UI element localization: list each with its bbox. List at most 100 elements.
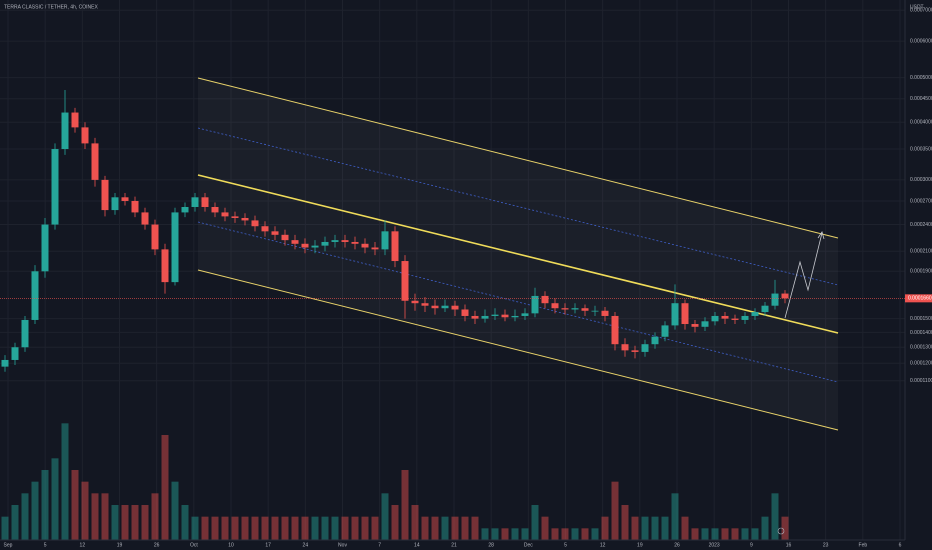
candle-body — [21, 319, 29, 348]
y-tick-label: 0.0005000 — [910, 75, 932, 81]
y-tick-label: 0.0001400 — [910, 330, 932, 336]
y-tick-label: 0.0006000 — [910, 38, 932, 44]
volume-bar — [241, 516, 249, 540]
candle-body — [461, 309, 469, 316]
candle-body — [671, 303, 679, 326]
candle-body — [651, 336, 659, 345]
candle-body — [301, 243, 309, 248]
volume-bar — [391, 505, 399, 540]
volume-bar — [21, 493, 29, 540]
x-tick-label: 7 — [378, 542, 381, 548]
x-tick-label: Feb — [859, 542, 868, 548]
candle-body — [731, 318, 739, 320]
volume-bar — [91, 493, 99, 540]
volume-bar — [151, 493, 159, 540]
events-icon[interactable] — [777, 527, 785, 535]
candle-body — [211, 206, 219, 213]
volume-bar — [741, 528, 749, 540]
candle-body — [541, 295, 549, 304]
volume-bar — [321, 516, 329, 540]
volume-bar — [61, 423, 69, 540]
y-tick-label: 0.0002700 — [910, 198, 932, 204]
candle-body — [201, 197, 209, 207]
candle-body — [641, 344, 649, 352]
volume-bar — [371, 516, 379, 540]
volume-bar — [51, 458, 59, 540]
x-tick-label: 9 — [750, 542, 753, 548]
volume-bar — [41, 470, 49, 540]
volume-bar — [621, 505, 629, 540]
candle-body — [191, 197, 199, 207]
volume-bar — [401, 470, 409, 540]
candle-body — [81, 127, 89, 144]
candle-body — [51, 149, 59, 225]
candle-body — [381, 231, 389, 250]
candle-body — [11, 347, 19, 360]
candle-body — [761, 305, 769, 313]
candle-body — [531, 295, 539, 314]
candle-body — [291, 240, 299, 244]
volume-bar — [491, 528, 499, 540]
candle-body — [141, 212, 149, 225]
volume-bar — [161, 435, 169, 540]
candle-body — [1, 359, 9, 367]
candle-body — [221, 212, 229, 217]
volume-bar — [281, 516, 289, 540]
volume-bar — [351, 516, 359, 540]
volume-bar — [471, 516, 479, 540]
candle-body — [501, 314, 509, 318]
candle-body — [571, 308, 579, 310]
volume-bar — [731, 528, 739, 540]
candle-body — [341, 240, 349, 242]
volume-bar — [11, 505, 19, 540]
y-tick-label: 0.0002100 — [910, 249, 932, 255]
candle-body — [471, 315, 479, 319]
volume-bar — [581, 528, 589, 540]
x-tick-label: Nov — [338, 542, 347, 548]
volume-bar — [761, 516, 769, 540]
volume-bar — [311, 516, 319, 540]
volume-bar — [271, 516, 279, 540]
volume-bar — [551, 528, 559, 540]
candle-body — [431, 305, 439, 309]
last-price-label: 0.0001660 — [908, 296, 932, 302]
volume-bar — [751, 528, 759, 540]
x-tick-label: Oct — [190, 542, 198, 548]
candle-body — [231, 216, 239, 218]
candle-body — [661, 325, 669, 337]
candle-body — [331, 240, 339, 242]
volume-bar — [481, 528, 489, 540]
volume-bar — [191, 516, 199, 540]
grid — [0, 0, 905, 540]
volume-bar — [431, 516, 439, 540]
candle-body — [401, 261, 409, 301]
x-tick-label: 19 — [637, 542, 643, 548]
volume-bar — [111, 505, 119, 540]
x-tick-label: 6 — [899, 542, 902, 548]
candle-body — [101, 179, 109, 211]
x-tick-label: 21 — [451, 542, 457, 548]
y-tick-label: 0.0001500 — [910, 316, 932, 322]
volume-bar — [511, 528, 519, 540]
volume-bar — [501, 528, 509, 540]
candle-body — [171, 212, 179, 283]
y-tick-label: 0.0001300 — [910, 345, 932, 351]
volume-bar — [781, 516, 789, 540]
candle-body — [71, 112, 79, 128]
candle-body — [111, 197, 119, 211]
candle-body — [241, 217, 249, 221]
volume-bar — [641, 516, 649, 540]
candle-body — [421, 303, 429, 306]
candle-body — [411, 300, 419, 304]
x-tick-label: 19 — [117, 542, 123, 548]
candle-body — [581, 308, 589, 311]
candle-body — [161, 249, 169, 283]
volume-bar — [221, 516, 229, 540]
volume-bar — [701, 528, 709, 540]
candle-body — [121, 197, 129, 201]
candle-body — [391, 231, 399, 262]
volume-bar — [261, 516, 269, 540]
y-tick-label: 0.0001200 — [910, 361, 932, 367]
x-tick-label: 17 — [265, 542, 271, 548]
volume-bar — [1, 516, 9, 540]
